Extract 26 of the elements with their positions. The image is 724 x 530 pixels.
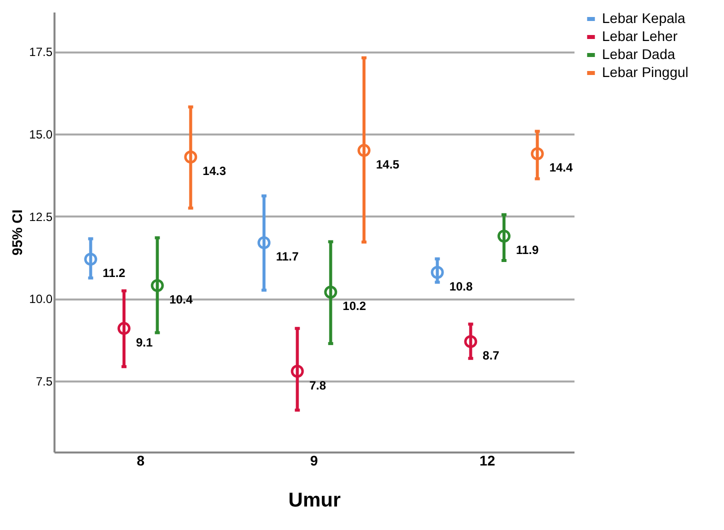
x-tick-label: 9 bbox=[310, 452, 318, 468]
y-tick-label: 10.0 bbox=[29, 292, 53, 306]
data-label: 8.7 bbox=[482, 348, 500, 363]
y-tick-label: 7.5 bbox=[36, 374, 53, 389]
y-tick-label: 12.5 bbox=[29, 210, 53, 224]
legend-label: Lebar Kepala bbox=[602, 10, 686, 26]
data-label: 7.8 bbox=[309, 378, 326, 392]
data-label: 10.8 bbox=[449, 279, 474, 294]
data-label: 14.5 bbox=[376, 157, 400, 172]
data-label: 9.1 bbox=[136, 335, 154, 350]
data-label: 10.2 bbox=[342, 299, 366, 314]
data-label: 14.4 bbox=[549, 160, 574, 175]
x-axis-title: Umur bbox=[288, 490, 341, 512]
y-tick-label: 17.5 bbox=[29, 45, 53, 60]
data-label: 11.7 bbox=[276, 250, 300, 264]
data-label: 14.3 bbox=[202, 164, 226, 178]
data-label: 11.2 bbox=[102, 266, 126, 280]
legend-label: Lebar Pinggul bbox=[602, 64, 688, 80]
y-axis-title: 95% CI bbox=[9, 210, 26, 256]
y-tick-label: 15.0 bbox=[29, 127, 53, 142]
legend-label: Lebar Leher bbox=[602, 28, 678, 44]
data-label: 10.4 bbox=[169, 292, 194, 307]
x-tick-label: 8 bbox=[136, 452, 145, 468]
x-tick-label: 12 bbox=[480, 452, 496, 468]
legend-label: Lebar Dada bbox=[602, 46, 676, 62]
data-label: 11.9 bbox=[516, 243, 540, 258]
